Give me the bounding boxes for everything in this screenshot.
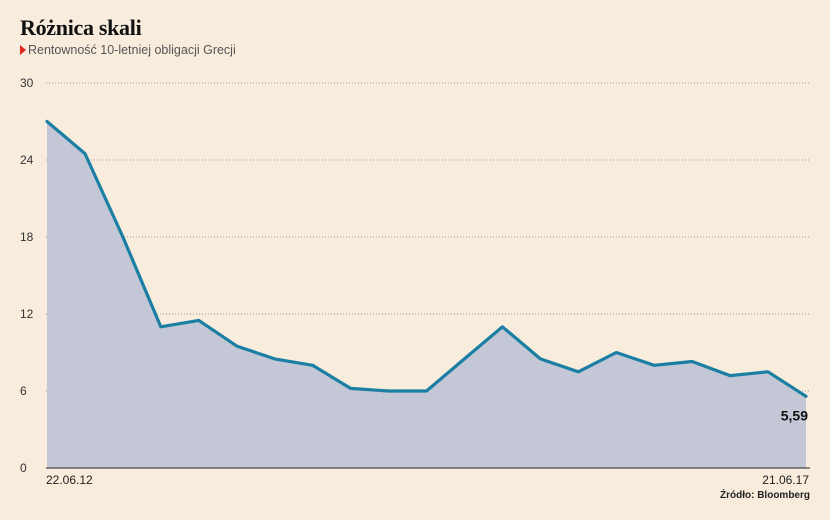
yield-line: [45, 119, 808, 398]
chart-subtitle: Rentowność 10-letniej obligacji Grecji: [20, 43, 236, 57]
red-triangle-icon: [20, 45, 26, 55]
x-tick-label-start: 22.06.12: [46, 473, 93, 487]
yield-area: [47, 121, 806, 468]
y-tick-label: 0: [20, 461, 27, 475]
y-tick-label: 30: [20, 76, 34, 90]
subtitle-text: Rentowność 10-letniej obligacji Grecji: [28, 43, 236, 57]
x-tick-label-end: 21.06.17: [762, 473, 809, 487]
last-value-label: 5,59: [781, 407, 808, 423]
y-tick-label: 18: [20, 230, 34, 244]
source-note: Źródło: Bloomberg: [720, 490, 810, 501]
y-tick-label: 6: [20, 384, 27, 398]
y-tick-label: 12: [20, 307, 34, 321]
y-tick-label: 24: [20, 153, 34, 167]
chart-title: Różnica skali: [20, 15, 142, 40]
